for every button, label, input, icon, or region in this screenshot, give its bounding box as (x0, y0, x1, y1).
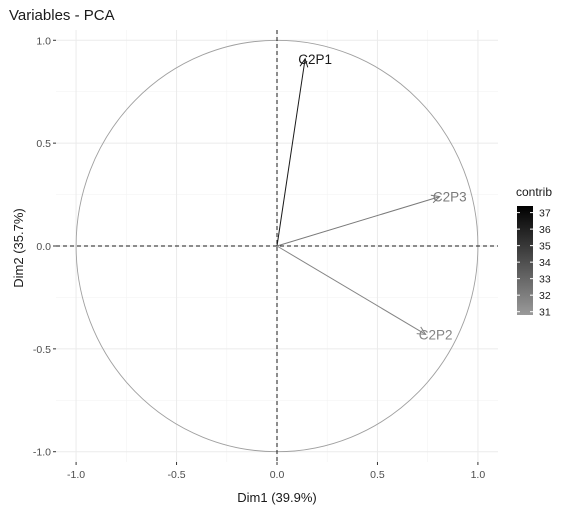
y-axis-ticks: -1.0 -0.5 0.0 0.5 1.0 (33, 35, 56, 459)
legend-tick-label: 34 (539, 257, 551, 269)
legend-tick-label: 37 (539, 208, 551, 220)
arrow-line-c2p1 (276, 58, 306, 247)
legend: contrib 37 36 35 34 33 32 31 (516, 185, 552, 319)
variable-label-c2p1: C2P1 (298, 52, 332, 67)
legend-tick-label: 31 (539, 307, 551, 319)
x-tick-label: -0.5 (167, 469, 185, 481)
y-tick-label: 0.0 (36, 241, 51, 253)
variable-label-c2p3: C2P3 (433, 190, 467, 205)
x-axis-title: Dim1 (39.9%) (237, 490, 316, 505)
arrow-line-c2p2 (276, 245, 426, 335)
y-tick-label: 1.0 (36, 35, 51, 47)
legend-tick-label: 32 (539, 290, 551, 302)
y-tick-label: -1.0 (33, 447, 51, 459)
y-tick-label: -0.5 (33, 344, 51, 356)
y-axis-title: Dim2 (35.7%) (11, 208, 26, 287)
chart-title: Variables - PCA (9, 7, 115, 24)
legend-tick-label: 33 (539, 274, 551, 286)
y-tick-label: 0.5 (36, 138, 51, 150)
arrow-line-c2p3 (276, 196, 440, 247)
variable-arrows: C2P1 C2P3 C2P2 (276, 52, 467, 342)
variable-label-c2p2: C2P2 (419, 327, 453, 342)
x-tick-label: 1.0 (471, 469, 486, 481)
legend-tick-label: 35 (539, 241, 551, 253)
arrow-head-c2p2 (416, 326, 427, 336)
x-tick-label: 0.0 (270, 469, 285, 481)
x-tick-label: 0.5 (370, 469, 385, 481)
x-axis-ticks: -1.0 -0.5 0.0 0.5 1.0 (67, 462, 485, 481)
legend-ticks: 37 36 35 34 33 32 31 (517, 208, 551, 319)
legend-title: contrib (516, 185, 552, 199)
legend-colorbar (517, 206, 533, 315)
arrow-head-c2p1 (299, 57, 309, 68)
x-tick-label: -1.0 (67, 469, 85, 481)
arrow-head-c2p3 (430, 194, 441, 204)
legend-tick-label: 36 (539, 224, 551, 236)
